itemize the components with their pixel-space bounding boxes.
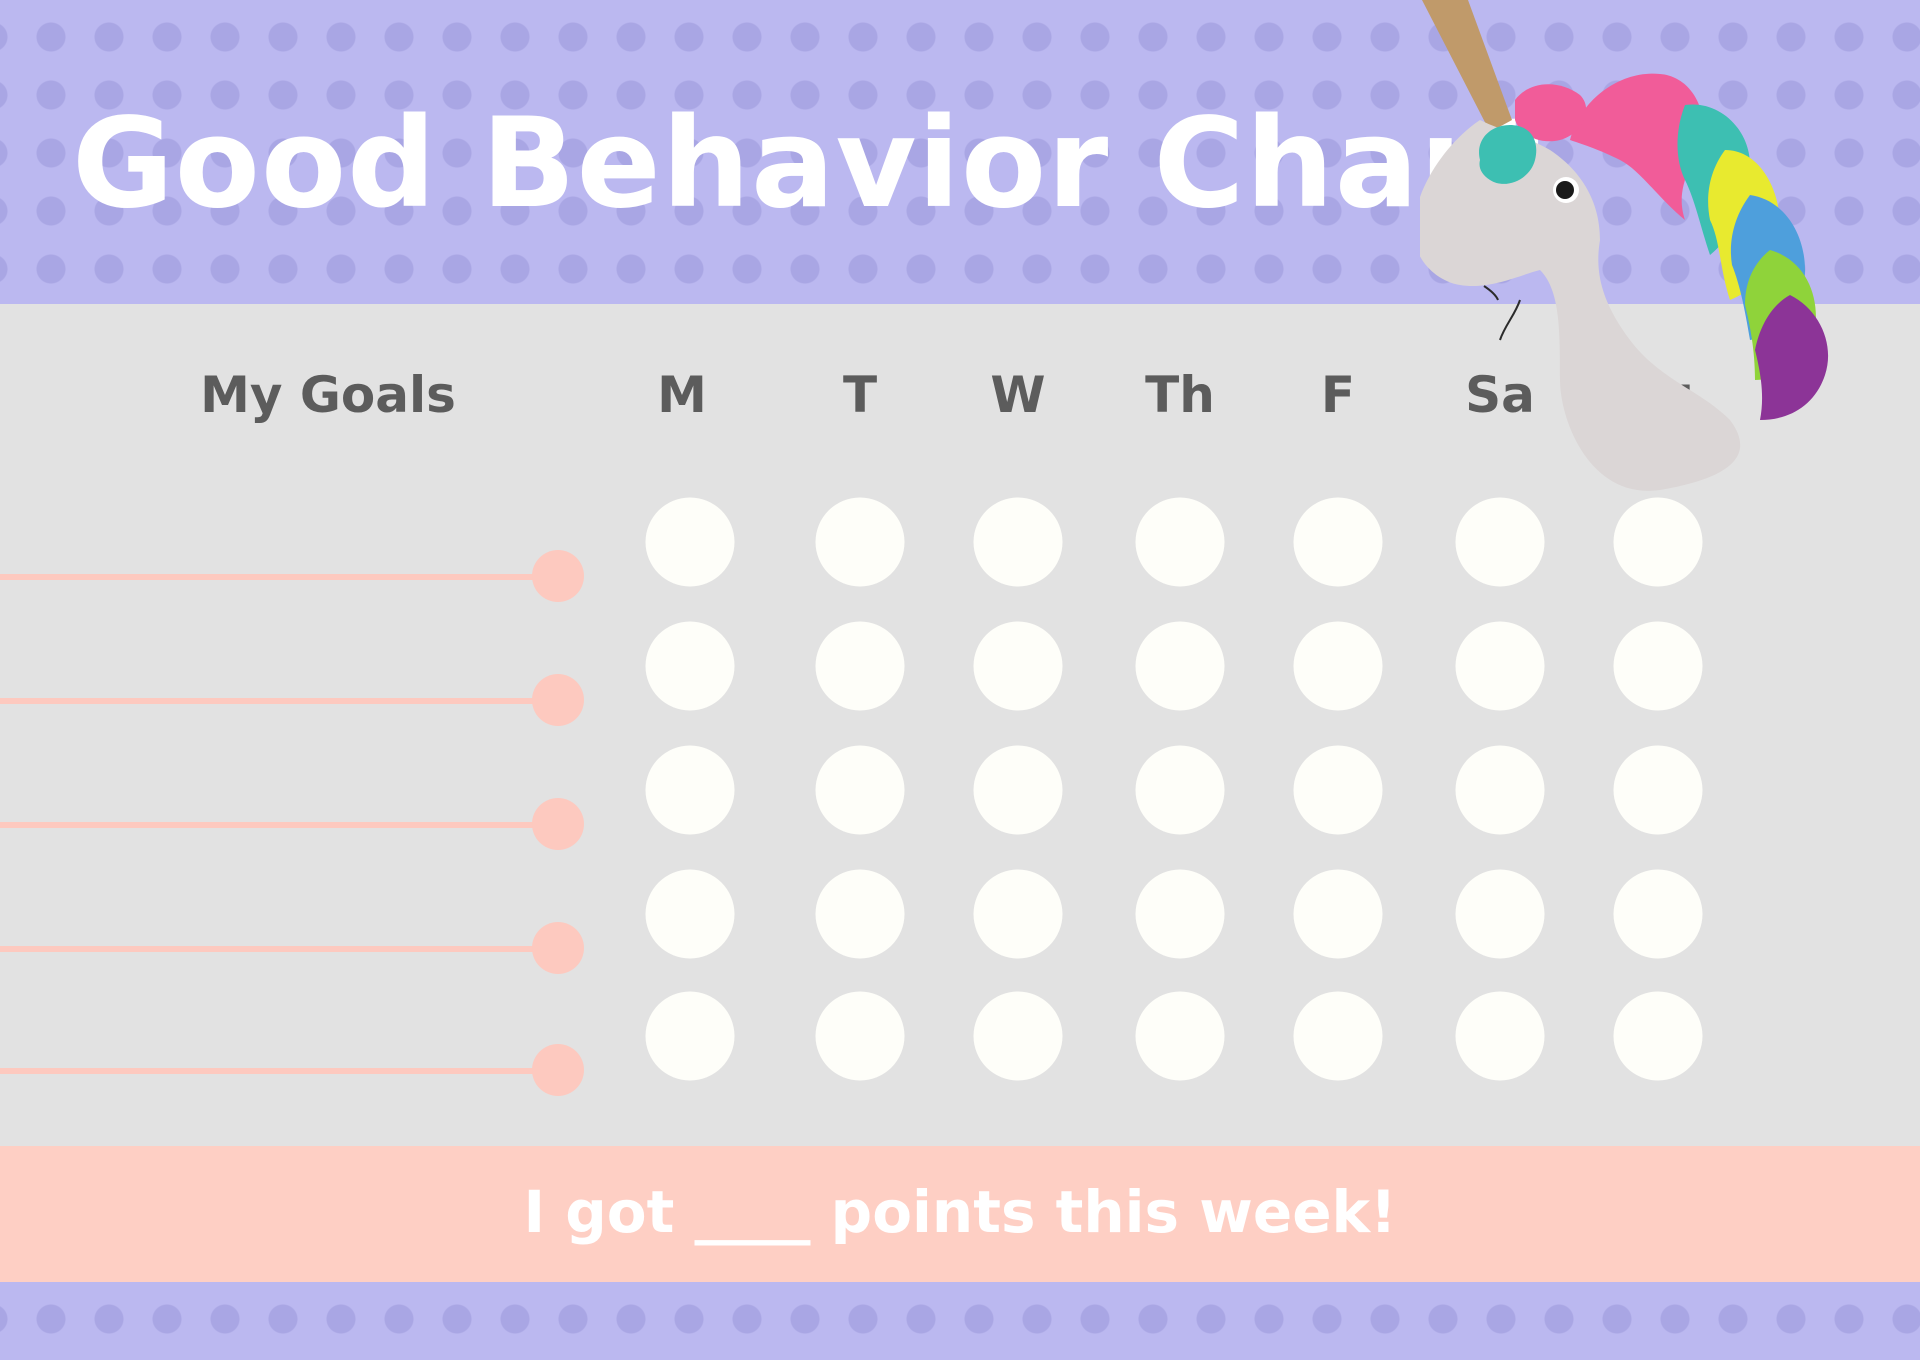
unicorn-head-icon <box>1420 0 1829 491</box>
goal-line-end-dot <box>532 550 584 602</box>
checkmark-slot[interactable] <box>645 991 735 1081</box>
day-header-sat: Sa <box>1465 366 1535 424</box>
checkmark-slot[interactable] <box>973 745 1063 835</box>
checkmark-slot[interactable] <box>1293 621 1383 711</box>
goal-line-end-dot <box>532 922 584 974</box>
day-header-fri: F <box>1320 366 1356 424</box>
checkmark-slot[interactable] <box>1455 497 1545 587</box>
checkmark-slot[interactable] <box>815 745 905 835</box>
goal-line[interactable] <box>0 698 560 704</box>
checkmark-slot[interactable] <box>1135 991 1225 1081</box>
page-title: Good Behavior Chart <box>72 92 1542 236</box>
goal-line[interactable] <box>0 822 560 828</box>
day-header-mon: M <box>657 366 707 424</box>
checkmark-slot[interactable] <box>645 621 735 711</box>
checkmark-slot[interactable] <box>973 991 1063 1081</box>
nostril <box>1483 285 1499 301</box>
mane-purple <box>1755 295 1829 420</box>
goal-line[interactable] <box>0 574 560 580</box>
checkmark-slot[interactable] <box>815 869 905 959</box>
checkmark-slot[interactable] <box>1455 991 1545 1081</box>
goal-line-end-dot <box>532 1044 584 1096</box>
goal-line-end-dot <box>532 798 584 850</box>
checkmark-slot[interactable] <box>1455 745 1545 835</box>
forelock-pink <box>1515 84 1587 142</box>
checkmark-slot[interactable] <box>815 991 905 1081</box>
checkmark-slot[interactable] <box>973 869 1063 959</box>
checkmark-slot[interactable] <box>1293 991 1383 1081</box>
checkmark-slot[interactable] <box>1135 869 1225 959</box>
header-band <box>0 0 1920 304</box>
checkmark-slot[interactable] <box>1135 621 1225 711</box>
day-header-thu: Th <box>1145 366 1215 424</box>
day-header-wed: W <box>990 366 1046 424</box>
checkmark-slot[interactable] <box>1455 621 1545 711</box>
goal-line-end-dot <box>532 674 584 726</box>
checkmark-slot[interactable] <box>1613 497 1703 587</box>
checkmark-slot[interactable] <box>645 497 735 587</box>
checkmark-slot[interactable] <box>1135 497 1225 587</box>
checkmark-slot[interactable] <box>1293 869 1383 959</box>
checkmark-slot[interactable] <box>1293 497 1383 587</box>
checkmark-slot[interactable] <box>815 497 905 587</box>
horn <box>1422 0 1512 132</box>
checkmark-slot[interactable] <box>1455 869 1545 959</box>
checkmark-slot[interactable] <box>645 869 735 959</box>
checkmark-slot[interactable] <box>1613 621 1703 711</box>
mouth-line <box>1499 299 1521 341</box>
mane-pink <box>1570 73 1703 220</box>
checkmark-slot[interactable] <box>1613 991 1703 1081</box>
checkmark-slot[interactable] <box>973 497 1063 587</box>
checkmark-slot[interactable] <box>1293 745 1383 835</box>
checkmark-slot[interactable] <box>1613 745 1703 835</box>
goals-column-header: My Goals <box>200 366 456 424</box>
checkmark-slot[interactable] <box>815 621 905 711</box>
checkmark-slot[interactable] <box>1613 869 1703 959</box>
checkmark-slot[interactable] <box>973 621 1063 711</box>
footer-band <box>0 1146 1920 1282</box>
unicorn-face <box>1420 120 1741 491</box>
goal-line[interactable] <box>0 946 560 952</box>
forelock-teal <box>1479 125 1537 184</box>
day-header-tue: T <box>842 366 878 424</box>
goal-line[interactable] <box>0 1068 560 1074</box>
checkmark-slot[interactable] <box>1135 745 1225 835</box>
weekly-points-text: I got ____ points this week! <box>523 1178 1397 1246</box>
bottom-strip <box>0 1282 1920 1360</box>
eye-pupil <box>1556 181 1574 199</box>
checkmark-slot[interactable] <box>645 745 735 835</box>
